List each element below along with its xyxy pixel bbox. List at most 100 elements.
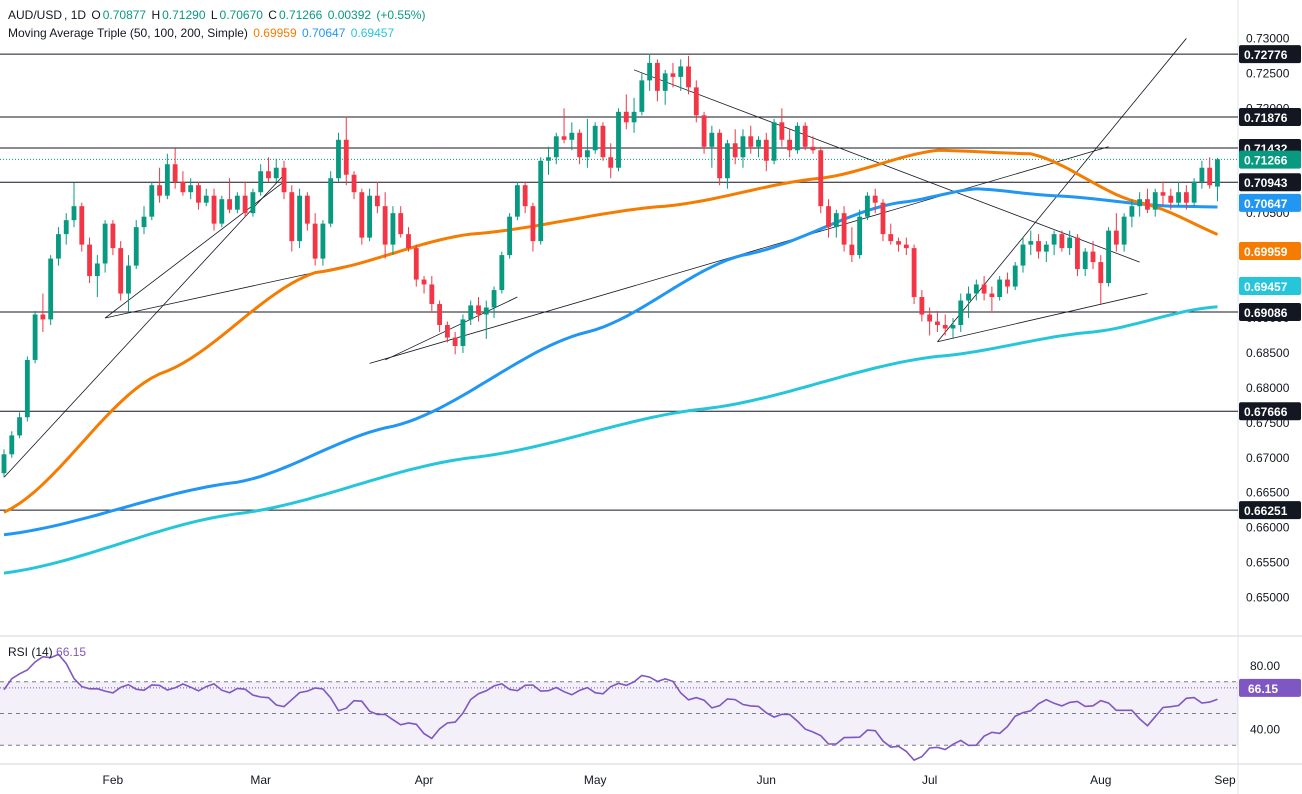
candle-body	[756, 139, 761, 147]
rsi-label: 66.15	[1248, 682, 1278, 696]
candle-body	[950, 324, 956, 329]
candle-body	[172, 164, 178, 182]
candle-body	[623, 111, 629, 123]
candle-body	[1168, 195, 1174, 203]
candle-body	[779, 122, 785, 140]
open-value: 0.70877	[102, 8, 147, 22]
candle-body	[616, 111, 621, 168]
candle-body	[522, 185, 528, 207]
time-tick-label: May	[584, 773, 607, 787]
candle-body	[133, 227, 139, 266]
time-tick-label: Jul	[922, 773, 937, 787]
ma100-line	[3, 187, 1218, 537]
candle-body	[1207, 167, 1213, 186]
low-label: L	[210, 8, 218, 22]
candle-body	[17, 417, 22, 436]
rsi-tick-label: 40.00	[1250, 722, 1280, 736]
candle-body	[1075, 237, 1080, 270]
candle-body	[958, 300, 964, 325]
candle-body	[499, 255, 505, 291]
candle-body	[686, 66, 691, 88]
candle-body	[849, 244, 855, 256]
candle-body	[312, 223, 318, 259]
candle-body	[1043, 244, 1049, 252]
candle-body	[437, 304, 443, 325]
candle-body	[584, 150, 590, 158]
candle-body	[888, 234, 894, 242]
candle-body	[9, 435, 15, 455]
candle-body	[429, 284, 435, 305]
candle-body	[444, 324, 450, 338]
candle-body	[1145, 199, 1150, 210]
candle-body	[48, 258, 54, 320]
candle-body	[763, 139, 769, 161]
candle-body	[608, 157, 614, 168]
candle-body	[1160, 192, 1166, 196]
price-label: 0.70647	[1244, 197, 1288, 211]
candle-body	[1113, 230, 1119, 245]
price-label: 0.71266	[1244, 154, 1288, 168]
symbol-legend[interactable]: AUD/USD, 1D O 0.70877 H 0.71290 L 0.70670 C…	[8, 8, 426, 22]
rsi-legend[interactable]: RSI (14) 66.15	[8, 645, 86, 659]
candle-body	[79, 206, 85, 245]
price-tick-label: 0.68000	[1246, 381, 1290, 395]
candles[interactable]	[1, 53, 1220, 478]
price-label: 0.72776	[1244, 48, 1288, 62]
candle-body	[234, 195, 240, 210]
price-label-box	[1239, 45, 1301, 64]
candle-body	[227, 199, 232, 210]
candle-body	[219, 199, 225, 224]
candle-body	[1191, 181, 1197, 203]
candle-body	[32, 314, 38, 360]
time-tick-label: Mar	[250, 773, 271, 787]
low-value: 0.70670	[219, 8, 263, 22]
candle-body	[359, 192, 365, 238]
trend-line	[937, 38, 1187, 343]
candle-body	[1067, 237, 1073, 249]
candle-body	[87, 244, 92, 277]
candle-body	[654, 62, 660, 91]
candle-body	[211, 195, 217, 224]
candle-body	[382, 206, 388, 245]
candle-body	[328, 178, 334, 224]
price-label: 0.69959	[1244, 245, 1288, 259]
candle-body	[258, 171, 264, 193]
candle-body	[919, 297, 925, 315]
candle-body	[398, 213, 404, 235]
candle-body	[149, 185, 155, 217]
candle-body	[1051, 234, 1057, 245]
candle-body	[693, 87, 699, 116]
time-tick-label: Feb	[103, 773, 124, 787]
candle-body	[1183, 192, 1189, 203]
candle-body	[553, 136, 559, 158]
ma50-value: 0.69959	[253, 26, 297, 40]
candle-body	[1215, 159, 1220, 187]
candle-body	[180, 181, 186, 193]
candle-body	[748, 136, 754, 147]
symbol: AUD/USD	[8, 8, 63, 22]
candle-body	[795, 125, 800, 151]
candle-body	[973, 284, 979, 294]
candle-body	[662, 73, 668, 91]
candle-body	[678, 66, 684, 77]
candle-body	[126, 265, 131, 294]
close-value: 0.71266	[278, 8, 323, 22]
candle-body	[413, 248, 419, 280]
candle-body	[989, 293, 995, 298]
candle-body	[818, 150, 824, 207]
rsi-panel	[3, 653, 1218, 762]
candle-body	[273, 167, 279, 179]
candle-body	[56, 234, 61, 259]
price-label-box	[1239, 107, 1301, 126]
candle-body	[63, 220, 69, 235]
candle-body	[740, 136, 746, 158]
candle-body	[141, 216, 147, 228]
ma-legend[interactable]: Moving Average Triple (50, 100, 200, Sim…	[8, 26, 396, 40]
candle-body	[110, 223, 116, 249]
candle-body	[40, 314, 46, 320]
time-axis: Feb Mar Apr May Jun Jul Aug Sep	[103, 773, 1236, 787]
candle-body	[491, 290, 497, 308]
rsi-title: RSI (14)	[8, 645, 53, 659]
ma200-value: 0.69457	[350, 26, 395, 40]
